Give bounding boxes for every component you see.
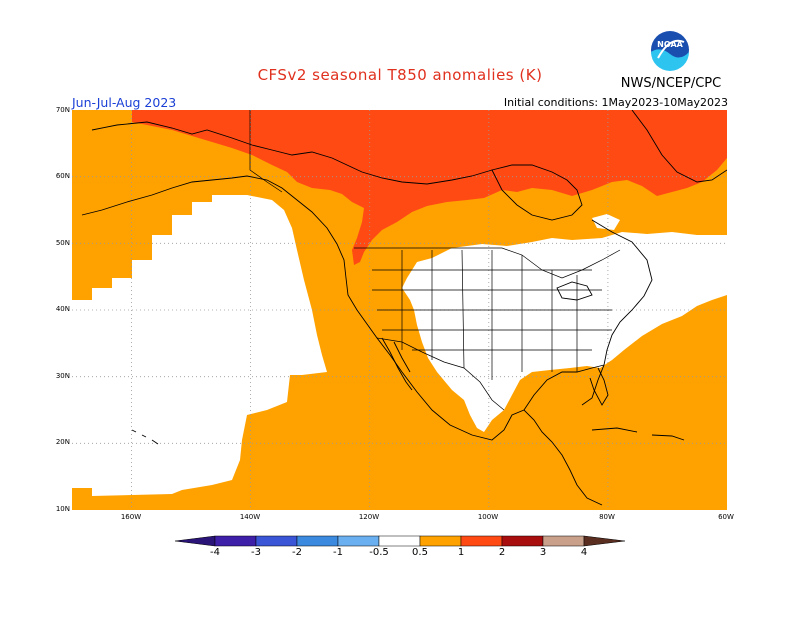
lon-label-160w: 160W bbox=[120, 513, 142, 521]
lon-label-120w: 120W bbox=[358, 513, 380, 521]
neutral-region-labrador bbox=[592, 214, 620, 230]
neutral-region-us bbox=[402, 232, 727, 432]
legend-swatch-8 bbox=[501, 535, 544, 547]
legend-label-neg4: -4 bbox=[210, 547, 220, 558]
organization-label: NWS/NCEP/CPC bbox=[620, 76, 722, 91]
legend-swatch-5 bbox=[378, 535, 421, 547]
legend-label-4: 4 bbox=[580, 547, 588, 558]
legend-swatch-4 bbox=[337, 535, 380, 547]
lat-label-60n: 60N bbox=[55, 172, 70, 180]
neutral-region-pacific bbox=[72, 195, 327, 496]
logo-text: NOAA bbox=[657, 40, 683, 49]
lat-label-30n: 30N bbox=[55, 372, 70, 380]
lon-label-60w: 60W bbox=[718, 513, 734, 521]
lon-label-80w: 80W bbox=[599, 513, 615, 521]
legend-label-2: 2 bbox=[498, 547, 506, 558]
legend-swatch-9 bbox=[542, 535, 585, 547]
warm-anomaly-arctic bbox=[132, 110, 727, 265]
lon-label-140w: 140W bbox=[239, 513, 261, 521]
legend-over-arrow bbox=[583, 535, 626, 547]
initial-conditions: Initial conditions: 1May2023-10May2023 bbox=[503, 96, 728, 109]
legend-label-neg1: -1 bbox=[333, 547, 343, 558]
legend-swatch-3 bbox=[296, 535, 339, 547]
coastlines bbox=[81, 110, 727, 506]
lon-label-100w: 100W bbox=[477, 513, 499, 521]
legend-label-0-5: 0.5 bbox=[412, 547, 428, 558]
lat-label-70n: 70N bbox=[55, 106, 70, 114]
political-boundaries bbox=[249, 110, 621, 411]
noaa-logo-icon: NOAA bbox=[651, 31, 689, 71]
legend-label-neg0-5: -0.5 bbox=[369, 547, 389, 558]
lat-label-10n: 10N bbox=[55, 505, 70, 513]
lat-label-20n: 20N bbox=[55, 438, 70, 446]
color-legend bbox=[175, 535, 626, 547]
legend-label-3: 3 bbox=[539, 547, 547, 558]
legend-under-arrow bbox=[175, 535, 216, 547]
legend-label-neg3: -3 bbox=[251, 547, 261, 558]
legend-swatch-2 bbox=[255, 535, 298, 547]
anomaly-map bbox=[72, 110, 727, 510]
lat-label-50n: 50N bbox=[55, 239, 70, 247]
forecast-period: Jun-Jul-Aug 2023 bbox=[72, 95, 177, 110]
lat-label-40n: 40N bbox=[55, 305, 70, 313]
legend-swatch-1 bbox=[214, 535, 257, 547]
chart-title: CFSv2 seasonal T850 anomalies (K) bbox=[257, 66, 543, 84]
legend-swatch-6 bbox=[419, 535, 462, 547]
legend-label-1: 1 bbox=[457, 547, 465, 558]
legend-swatch-7 bbox=[460, 535, 503, 547]
legend-label-neg2: -2 bbox=[292, 547, 302, 558]
